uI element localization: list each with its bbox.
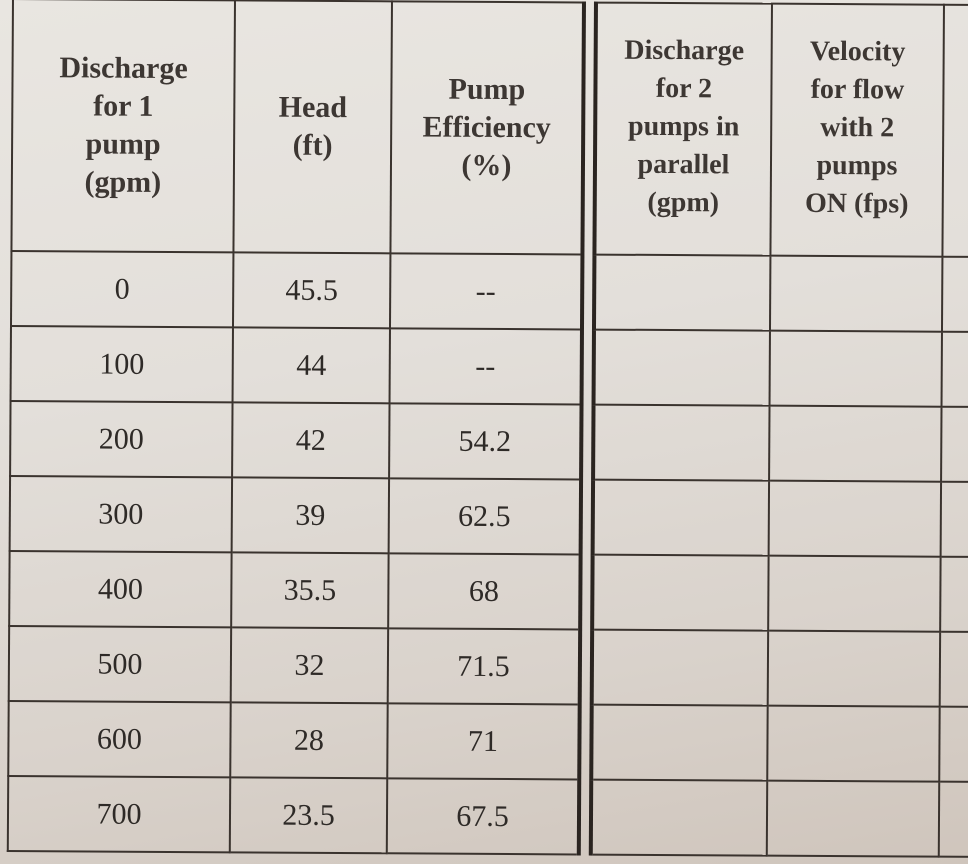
cell-discharge-2-pumps[interactable]	[593, 404, 770, 481]
cell-discharge-2-pumps[interactable]	[591, 704, 768, 781]
pump-performance-table: Discharge for 1 pump (gpm) Head (ft) Pum…	[7, 0, 968, 858]
cell-velocity[interactable]	[767, 705, 940, 782]
header-line: for 2	[655, 72, 713, 105]
cell-head: 23.5	[229, 777, 388, 854]
cell-discharge-1-pump: 700	[7, 775, 231, 853]
header-line: ON (fps)	[804, 187, 909, 220]
cell-velocity[interactable]	[769, 255, 943, 332]
header-line: Efficiency	[422, 110, 551, 145]
header-velocity: Velocity for flow with 2 pumps ON (fps)	[770, 3, 944, 257]
header-line: Velocity	[809, 35, 906, 68]
header-discharge-1-pump: Discharge for 1 pump (gpm)	[11, 0, 235, 253]
cell-efficiency: --	[389, 328, 582, 405]
cell-head: 32	[230, 627, 389, 704]
double-rule-divider	[578, 779, 592, 855]
cell-head: 28	[230, 702, 388, 779]
cell-extra	[941, 331, 968, 408]
header-row: Discharge for 1 pump (gpm) Head (ft) Pum…	[11, 0, 968, 258]
header-line: for 1	[93, 89, 154, 123]
cell-discharge-2-pumps[interactable]	[593, 254, 771, 331]
double-rule-divider	[581, 329, 594, 405]
cell-discharge-1-pump: 300	[9, 475, 233, 553]
double-rule-divider	[581, 254, 595, 330]
pump-data-sheet: Discharge for 1 pump (gpm) Head (ft) Pum…	[7, 0, 968, 858]
cell-velocity[interactable]	[768, 555, 941, 632]
cell-extra	[938, 781, 968, 858]
header-pump-efficiency: Pump Efficiency (%)	[390, 1, 584, 255]
header-line: pumps in	[627, 110, 740, 143]
header-line: (gpm)	[84, 165, 162, 199]
header-line: Discharge	[59, 51, 188, 86]
cell-extra	[939, 706, 968, 783]
double-rule-divider	[580, 554, 593, 630]
header-head: Head (ft)	[233, 0, 392, 254]
cell-efficiency: 54.2	[389, 403, 582, 480]
cell-head: 39	[231, 477, 390, 554]
table-row: 600 28 71	[8, 700, 968, 783]
double-rule-divider	[581, 404, 594, 480]
cell-extra	[941, 406, 968, 483]
header-line: (gpm)	[647, 186, 720, 219]
header-line: parallel	[637, 148, 730, 181]
header-line: Discharge	[624, 34, 745, 67]
cell-head: 44	[232, 327, 390, 404]
cell-head: 42	[232, 402, 390, 479]
cell-efficiency: 71.5	[387, 628, 581, 705]
header-line: with 2	[820, 111, 895, 144]
cell-extra	[940, 556, 968, 633]
table-row: 400 35.5 68	[9, 550, 968, 633]
cell-velocity[interactable]	[767, 630, 941, 707]
cell-velocity[interactable]	[768, 480, 942, 557]
cell-efficiency: 62.5	[388, 478, 582, 555]
header-line: (%)	[461, 148, 512, 183]
cell-extra	[939, 631, 968, 708]
double-rule-divider	[579, 629, 593, 705]
table-row: 200 42 54.2	[10, 400, 968, 483]
table-row: 300 39 62.5	[9, 475, 968, 558]
table-row: 100 44 --	[10, 326, 968, 408]
cell-discharge-1-pump: 400	[9, 550, 232, 628]
header-line: Pump	[448, 72, 526, 107]
cell-discharge-1-pump: 600	[8, 700, 231, 778]
cell-extra	[940, 481, 968, 558]
header-line: (ft)	[292, 128, 333, 162]
cell-discharge-1-pump: 500	[8, 625, 232, 703]
cell-discharge-2-pumps[interactable]	[592, 554, 769, 631]
cell-efficiency: 68	[388, 553, 581, 630]
table-row: 0 45.5 --	[10, 251, 968, 333]
double-rule-divider	[580, 479, 594, 555]
cell-efficiency: 67.5	[386, 778, 580, 855]
header-line: Head	[278, 90, 348, 125]
double-rule-divider	[579, 704, 592, 780]
cell-efficiency: --	[389, 253, 583, 330]
cell-velocity[interactable]	[769, 405, 942, 482]
cell-extra	[941, 256, 968, 333]
cell-head: 35.5	[231, 552, 389, 629]
table-row: 700 23.5 67.5	[7, 775, 968, 858]
table-row: 500 32 71.5	[8, 625, 968, 708]
header-discharge-2-pumps: Discharge for 2 pumps in parallel (gpm)	[594, 2, 772, 256]
cell-head: 45.5	[232, 252, 391, 329]
header-line: for flow	[810, 73, 905, 106]
header-extra-column	[942, 4, 968, 258]
cell-efficiency: 71	[387, 703, 580, 780]
header-line: pump	[85, 127, 161, 161]
cell-velocity[interactable]	[769, 330, 942, 407]
cell-discharge-2-pumps[interactable]	[592, 479, 770, 556]
header-line: pumps	[816, 149, 898, 182]
cell-discharge-2-pumps[interactable]	[591, 629, 769, 706]
cell-discharge-1-pump: 0	[10, 251, 234, 328]
cell-discharge-1-pump: 100	[10, 326, 233, 403]
cell-velocity[interactable]	[766, 780, 940, 857]
cell-discharge-2-pumps[interactable]	[590, 779, 768, 856]
cell-discharge-2-pumps[interactable]	[593, 329, 770, 406]
cell-discharge-1-pump: 200	[10, 400, 233, 478]
